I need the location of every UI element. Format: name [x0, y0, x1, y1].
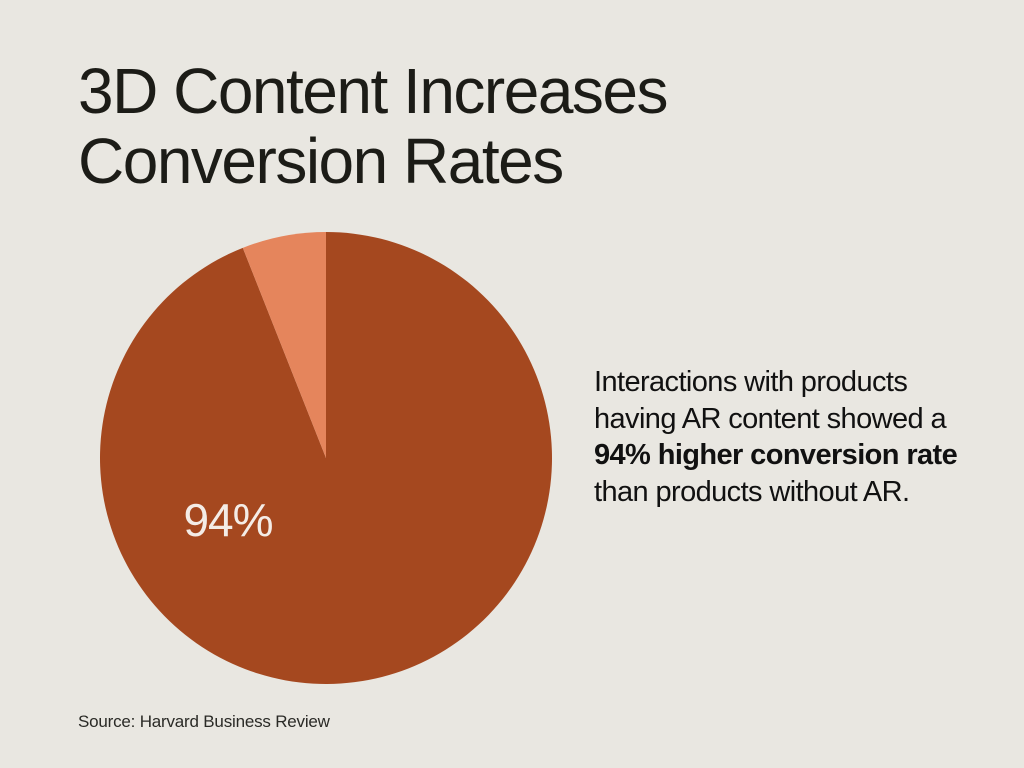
chart-description: Interactions with products having AR con…: [594, 364, 994, 510]
pie-slice-label: 94%: [183, 494, 272, 546]
pie-slice-2: [242, 232, 326, 458]
page-title: 3D Content Increases Conversion Rates: [78, 56, 958, 196]
title-line-2: Conversion Rates: [78, 125, 564, 197]
description-highlight: 94% higher conversion rate: [594, 439, 958, 471]
pie-slice-1: [99, 232, 553, 684]
source-note: Source: Harvard Business Review: [78, 712, 330, 731]
title-line-1: 3D Content Increases: [78, 55, 669, 127]
pie-chart: 94%: [99, 232, 553, 684]
description-text-1: Interactions with products having AR con…: [594, 366, 947, 435]
description-text-2: than products without AR.: [594, 475, 910, 508]
